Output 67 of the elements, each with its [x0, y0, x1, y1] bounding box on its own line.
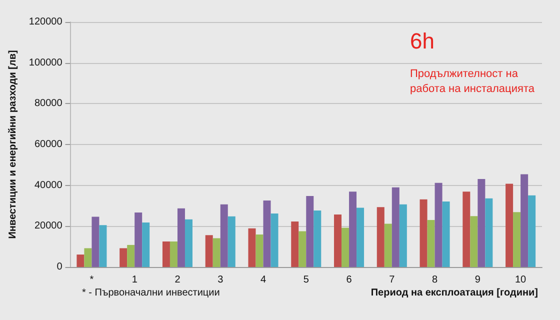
bar	[84, 248, 92, 267]
bar	[92, 216, 100, 267]
y-tick-label: 40000	[34, 180, 63, 191]
bar	[220, 204, 228, 267]
y-tick-label: 100000	[28, 57, 63, 68]
bar	[263, 200, 271, 267]
bar	[298, 231, 306, 267]
bar	[99, 225, 107, 267]
bar	[177, 208, 185, 267]
bar	[478, 179, 486, 267]
bar	[127, 244, 135, 267]
bar	[470, 216, 478, 267]
bar	[248, 228, 256, 267]
bar	[520, 174, 528, 267]
x-tick-label: 7	[389, 274, 396, 286]
bar	[134, 212, 142, 267]
bar	[434, 182, 442, 267]
bar	[392, 187, 400, 267]
annotation: Продължителност на работа на инсталацията	[410, 67, 536, 97]
x-tick-label: 5	[303, 274, 310, 286]
bar	[270, 214, 278, 267]
bar	[212, 238, 220, 267]
bar	[384, 224, 392, 267]
x-tick-label: 9	[474, 274, 481, 286]
y-axis-title: Инвестиции и енергийни разходи [лв]	[8, 50, 18, 239]
bar	[528, 195, 536, 267]
bar	[291, 221, 299, 267]
y-tick-label: 0	[56, 262, 63, 272]
y-tick-label: 60000	[34, 139, 63, 150]
annotation: 6h	[410, 28, 434, 54]
x-tick-label: 8	[432, 274, 438, 286]
x-tick-label: 4	[260, 274, 266, 286]
x-tick-label: *	[90, 274, 94, 286]
y-tick-label: 80000	[34, 98, 63, 110]
y-tick-label: 20000	[34, 220, 63, 232]
bar	[376, 207, 384, 267]
x-tick-label: 1	[132, 274, 138, 286]
bar	[120, 248, 128, 267]
x-tick-label: 10	[514, 274, 527, 286]
bar	[142, 222, 150, 267]
bar	[399, 204, 407, 267]
bar	[427, 220, 435, 267]
x-tick-label: 3	[218, 274, 224, 286]
bar	[184, 219, 192, 267]
bar	[76, 254, 84, 267]
bar	[170, 241, 178, 267]
bar	[334, 214, 342, 267]
x-tick-label: 6	[346, 274, 352, 286]
bar	[442, 201, 450, 267]
bar	[506, 184, 514, 267]
bar	[349, 192, 357, 267]
bar	[314, 210, 322, 267]
bar	[306, 196, 314, 267]
y-tick-label: 120000	[28, 16, 63, 28]
bar	[485, 198, 493, 267]
bar	[256, 234, 264, 267]
bar	[356, 208, 364, 267]
bar	[513, 212, 521, 267]
x-tick-label: 2	[174, 274, 181, 286]
bar	[162, 241, 170, 267]
bar	[342, 228, 350, 267]
bar	[462, 192, 470, 267]
bar	[228, 216, 236, 267]
x-axis-title: Период на експлоатация [години]	[370, 288, 538, 298]
text: * - Първоначални инвестиции	[82, 288, 220, 298]
bar	[420, 199, 428, 267]
bar	[205, 235, 213, 267]
